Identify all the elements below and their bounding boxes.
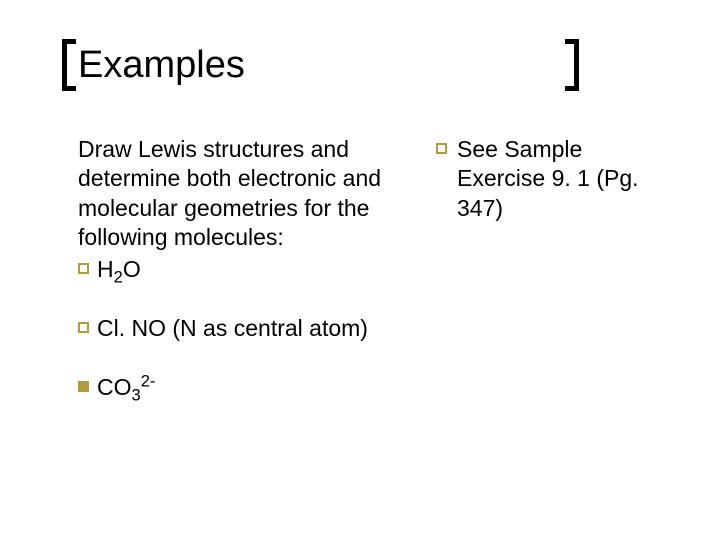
bullet-icon (78, 322, 89, 333)
bullet-icon (78, 263, 89, 274)
intro-block: Draw Lewis structures and determine both… (78, 135, 408, 284)
list-item: See Sample Exercise 9. 1 (Pg. 347) (436, 135, 660, 223)
bullet-icon (436, 143, 447, 154)
bullet-icon (78, 381, 89, 392)
list-item: H2O (78, 255, 408, 284)
list-item-block: Cl. NO (N as central atom) (78, 314, 408, 343)
right-text: See Sample Exercise 9. 1 (Pg. 347) (457, 135, 660, 223)
right-column: See Sample Exercise 9. 1 (Pg. 347) (436, 135, 660, 433)
title-bracket-right (565, 39, 579, 91)
formula-h2o: H2O (97, 255, 141, 284)
formula-co3: CO32- (97, 373, 155, 402)
left-column: Draw Lewis structures and determine both… (78, 135, 408, 433)
slide-title: Examples (78, 45, 245, 87)
list-item: CO32- (78, 373, 408, 402)
list-item-block: CO32- (78, 373, 408, 402)
intro-text: Draw Lewis structures and determine both… (78, 135, 408, 253)
title-wrap: Examples (78, 45, 245, 87)
content-columns: Draw Lewis structures and determine both… (78, 135, 660, 433)
title-bracket-left (62, 39, 76, 91)
list-item: Cl. NO (N as central atom) (78, 314, 408, 343)
slide: Examples Draw Lewis structures and deter… (0, 0, 720, 540)
formula-clno: Cl. NO (N as central atom) (97, 314, 368, 343)
